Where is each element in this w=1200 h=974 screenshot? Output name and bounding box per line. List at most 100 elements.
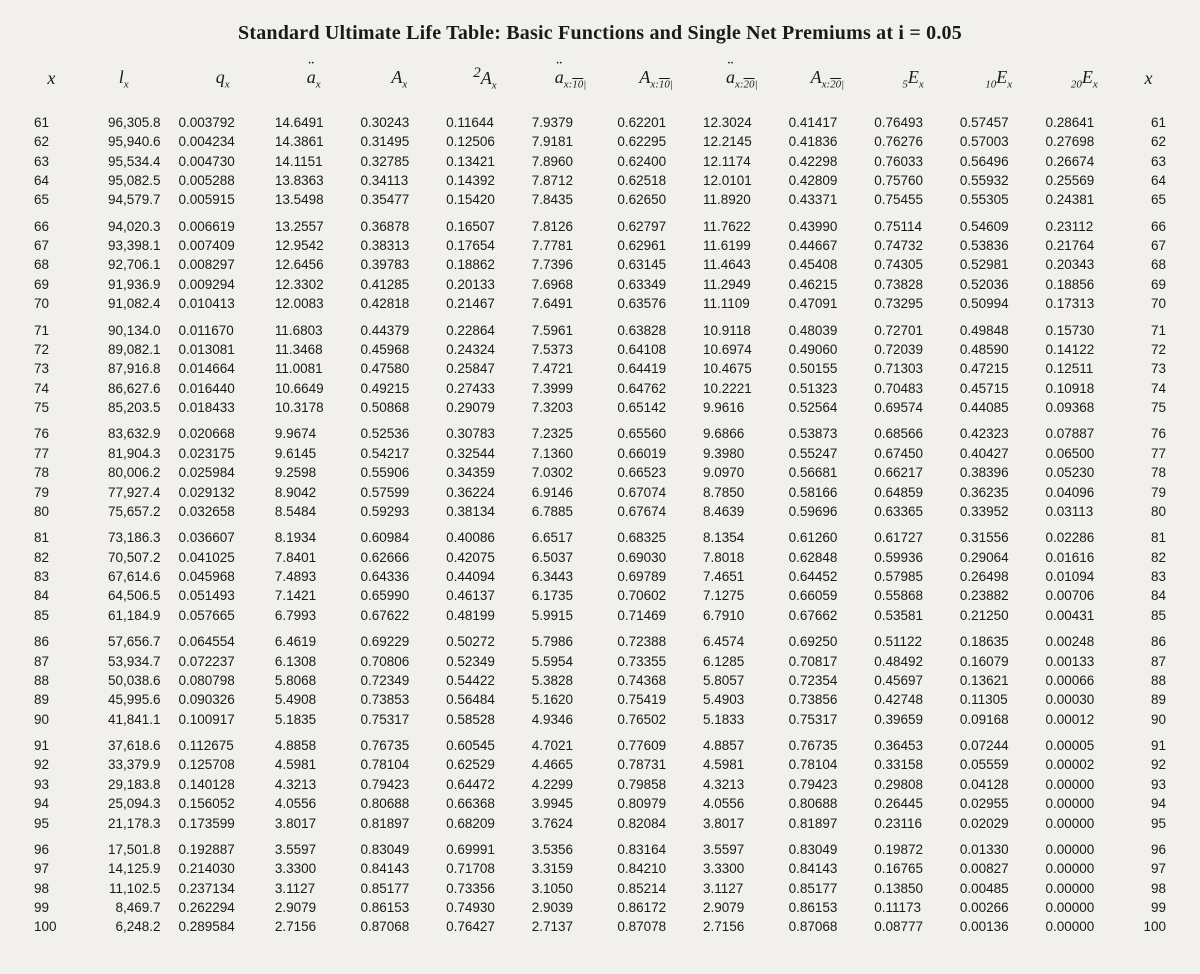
- cell: 0.62400: [613, 151, 699, 170]
- cell: 92,706.1: [73, 255, 175, 274]
- cell: 0.45697: [870, 671, 956, 690]
- cell: 13.2557: [271, 216, 357, 235]
- cell: 0.73356: [442, 878, 528, 897]
- cell: 10.6974: [699, 340, 785, 359]
- cell: 0.33952: [956, 502, 1042, 521]
- cell: 62: [30, 132, 73, 151]
- cell: 63: [1127, 151, 1170, 170]
- cell: 0.83049: [785, 840, 871, 859]
- col-header: lx: [73, 59, 175, 106]
- cell: 0.68566: [870, 424, 956, 443]
- cell: 14.1151: [271, 151, 357, 170]
- cell: 6.1308: [271, 651, 357, 670]
- cell: 0.005915: [175, 190, 271, 209]
- cell: 0.214030: [175, 859, 271, 878]
- cell: 0.42818: [356, 294, 442, 313]
- table-row: 1006,248.20.2895842.71560.870680.764272.…: [30, 917, 1170, 936]
- cell: 9.9616: [699, 398, 785, 417]
- cell: 0.74732: [870, 236, 956, 255]
- cell: 4.5981: [699, 755, 785, 774]
- cell: 0.07244: [956, 736, 1042, 755]
- cell: 0.71708: [442, 859, 528, 878]
- cell: 0.64336: [356, 567, 442, 586]
- cell: 0.85177: [785, 878, 871, 897]
- table-row: 7190,134.00.01167011.68030.443790.228647…: [30, 320, 1170, 339]
- cell: 67: [30, 236, 73, 255]
- cell: 0.83049: [356, 840, 442, 859]
- cell: 0.54422: [442, 671, 528, 690]
- cell: 0.53581: [870, 606, 956, 625]
- cell: 97: [30, 859, 73, 878]
- col-header: ax:10|: [528, 59, 614, 106]
- cell: 0.21467: [442, 294, 528, 313]
- cell: 0.05230: [1041, 463, 1127, 482]
- table-row: 6991,936.90.00929412.33020.412850.201337…: [30, 275, 1170, 294]
- cell: 0.28641: [1041, 113, 1127, 132]
- cell: 0.65990: [356, 586, 442, 605]
- cell: 0.67674: [613, 502, 699, 521]
- cell: 71: [30, 320, 73, 339]
- cell: 0.72388: [613, 632, 699, 651]
- cell: 0.12506: [442, 132, 528, 151]
- cell: 0.84143: [356, 859, 442, 878]
- cell: 75: [1127, 398, 1170, 417]
- cell: 6.9146: [528, 482, 614, 501]
- cell: 0.14122: [1041, 340, 1127, 359]
- cell: 7.6968: [528, 275, 614, 294]
- cell: 0.36235: [956, 482, 1042, 501]
- cell: 14.6491: [271, 113, 357, 132]
- cell: 0.51122: [870, 632, 956, 651]
- col-header: Ax:10|: [613, 59, 699, 106]
- cell: 0.49848: [956, 320, 1042, 339]
- cell: 0.007409: [175, 236, 271, 255]
- table-row: 8270,507.20.0410257.84010.626660.420756.…: [30, 547, 1170, 566]
- cell: 0.20133: [442, 275, 528, 294]
- cell: 2.9079: [271, 898, 357, 917]
- table-row: 8753,934.70.0722376.13080.708060.523495.…: [30, 651, 1170, 670]
- cell: 88: [1127, 671, 1170, 690]
- cell: 0.49215: [356, 378, 442, 397]
- cell: 0.30783: [442, 424, 528, 443]
- cell: 12.3302: [271, 275, 357, 294]
- cell: 0.36453: [870, 736, 956, 755]
- cell: 0.58166: [785, 482, 871, 501]
- cell: 0.11305: [956, 690, 1042, 709]
- cell: 4.0556: [699, 794, 785, 813]
- cell: 0.64108: [613, 340, 699, 359]
- cell: 5.9915: [528, 606, 614, 625]
- cell: 0.50868: [356, 398, 442, 417]
- cell: 0.15730: [1041, 320, 1127, 339]
- cell: 0.23882: [956, 586, 1042, 605]
- cell: 0.16765: [870, 859, 956, 878]
- cell: 94,579.7: [73, 190, 175, 209]
- cell: 0.00827: [956, 859, 1042, 878]
- cell: 0.59696: [785, 502, 871, 521]
- cell: 86,627.6: [73, 378, 175, 397]
- cell: 0.09368: [1041, 398, 1127, 417]
- cell: 0.78104: [785, 755, 871, 774]
- cell: 0.262294: [175, 898, 271, 917]
- cell: 3.1127: [699, 878, 785, 897]
- cell: 3.5356: [528, 840, 614, 859]
- cell: 99: [30, 898, 73, 917]
- cell: 0.023175: [175, 444, 271, 463]
- cell: 0.32785: [356, 151, 442, 170]
- cell: 0.45408: [785, 255, 871, 274]
- cell: 0.004234: [175, 132, 271, 151]
- table-row: 8657,656.70.0645546.46190.692290.502725.…: [30, 632, 1170, 651]
- cell: 0.50155: [785, 359, 871, 378]
- cell: 87,916.8: [73, 359, 175, 378]
- table-row: 7289,082.10.01308111.34680.459680.243247…: [30, 340, 1170, 359]
- cell: 0.006619: [175, 216, 271, 235]
- cell: 0.63145: [613, 255, 699, 274]
- cell: 0.057665: [175, 606, 271, 625]
- col-header: 10Ex: [956, 59, 1042, 106]
- cell: 73: [1127, 359, 1170, 378]
- col-header: 5Ex: [870, 59, 956, 106]
- cell: 0.39783: [356, 255, 442, 274]
- cell: 0.55305: [956, 190, 1042, 209]
- cell: 0.36224: [442, 482, 528, 501]
- table-row: 8173,186.30.0366078.19340.609840.400866.…: [30, 528, 1170, 547]
- table-row: 6196,305.80.00379214.64910.302430.116447…: [30, 113, 1170, 132]
- cell: 6.4574: [699, 632, 785, 651]
